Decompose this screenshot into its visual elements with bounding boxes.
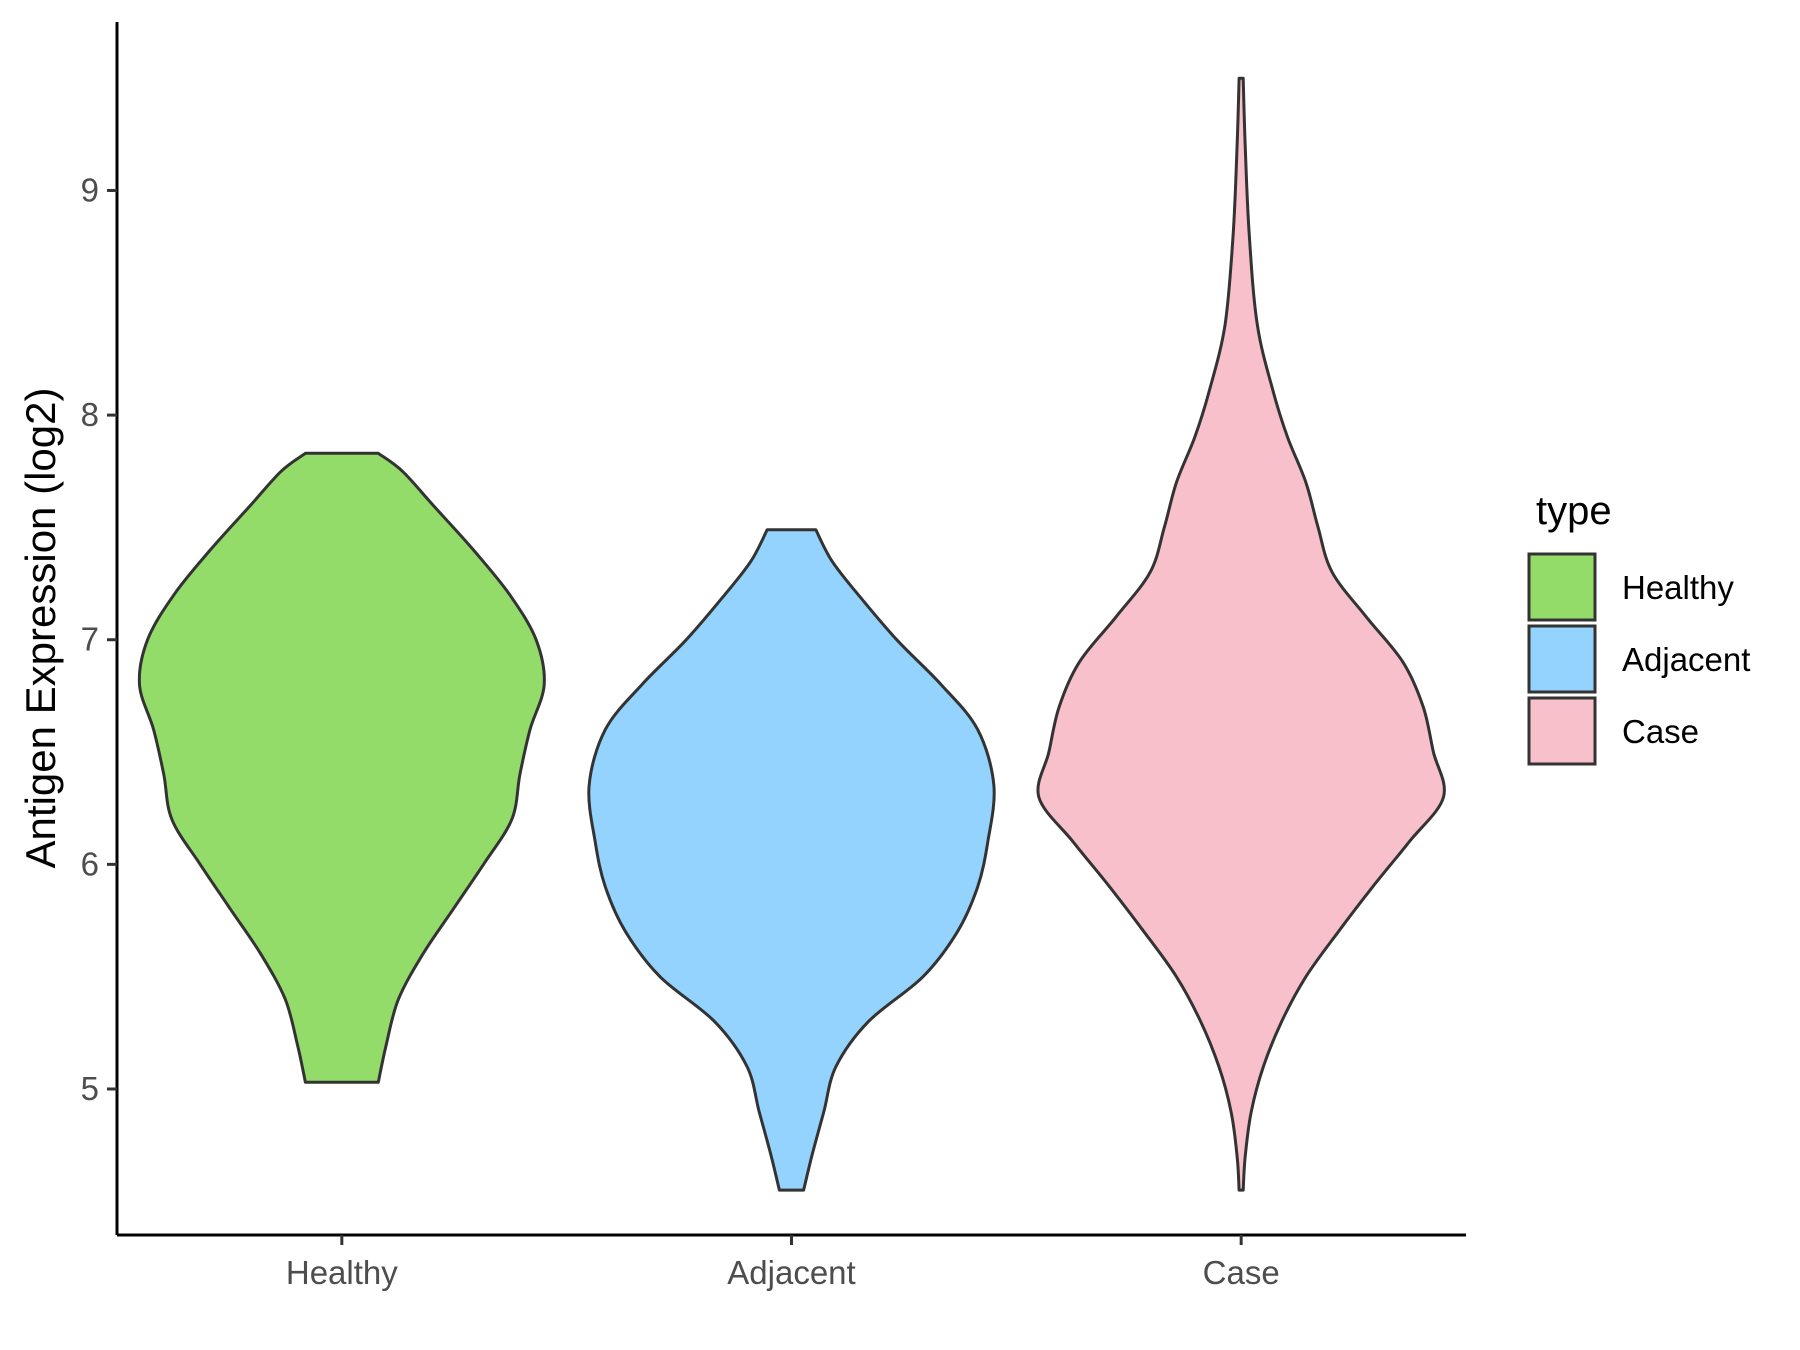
x-tick-label: Case [1203, 1254, 1280, 1291]
x-tick-label: Adjacent [727, 1254, 855, 1291]
x-axis-ticks: Healthy Adjacent Case [286, 1235, 1280, 1291]
legend: type Healthy Adjacent Case [1527, 489, 1750, 766]
y-tick-label: 8 [81, 396, 99, 433]
legend-swatch-case [1527, 696, 1597, 766]
violin-case [1036, 76, 1446, 1192]
x-tick-label: Healthy [286, 1254, 398, 1291]
legend-label-case: Case [1622, 713, 1699, 750]
legend-swatch-healthy [1527, 552, 1597, 622]
legend-label-adjacent: Adjacent [1622, 641, 1750, 678]
legend-swatch-adjacent [1527, 624, 1597, 694]
y-tick-label: 6 [81, 845, 99, 882]
y-tick-label: 9 [81, 171, 99, 208]
legend-label-healthy: Healthy [1622, 569, 1734, 606]
violin-layer [137, 76, 1446, 1192]
y-tick-label: 7 [81, 621, 99, 658]
y-axis-title: Antigen Expression (log2) [17, 388, 64, 869]
violin-healthy [137, 451, 546, 1084]
y-axis-ticks: 5 6 7 8 9 [81, 171, 117, 1107]
y-tick-label: 5 [81, 1070, 99, 1107]
legend-title: type [1536, 489, 1612, 533]
violin-adjacent [587, 528, 996, 1192]
